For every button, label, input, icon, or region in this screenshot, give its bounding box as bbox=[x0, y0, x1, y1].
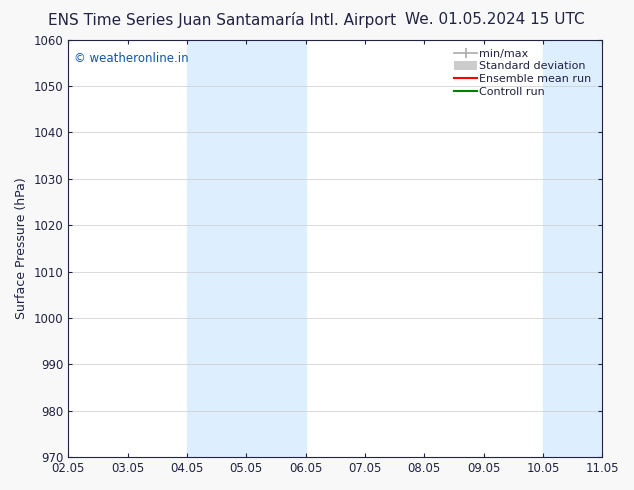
Y-axis label: Surface Pressure (hPa): Surface Pressure (hPa) bbox=[15, 177, 28, 319]
Bar bbox=[246, 40, 306, 457]
Text: ENS Time Series Juan Santamaría Intl. Airport: ENS Time Series Juan Santamaría Intl. Ai… bbox=[48, 12, 396, 28]
Text: We. 01.05.2024 15 UTC: We. 01.05.2024 15 UTC bbox=[404, 12, 585, 27]
Bar bbox=[543, 40, 602, 457]
Legend: min/max, Standard deviation, Ensemble mean run, Controll run: min/max, Standard deviation, Ensemble me… bbox=[451, 45, 597, 100]
Bar bbox=[187, 40, 246, 457]
Text: © weatheronline.in: © weatheronline.in bbox=[74, 52, 188, 65]
